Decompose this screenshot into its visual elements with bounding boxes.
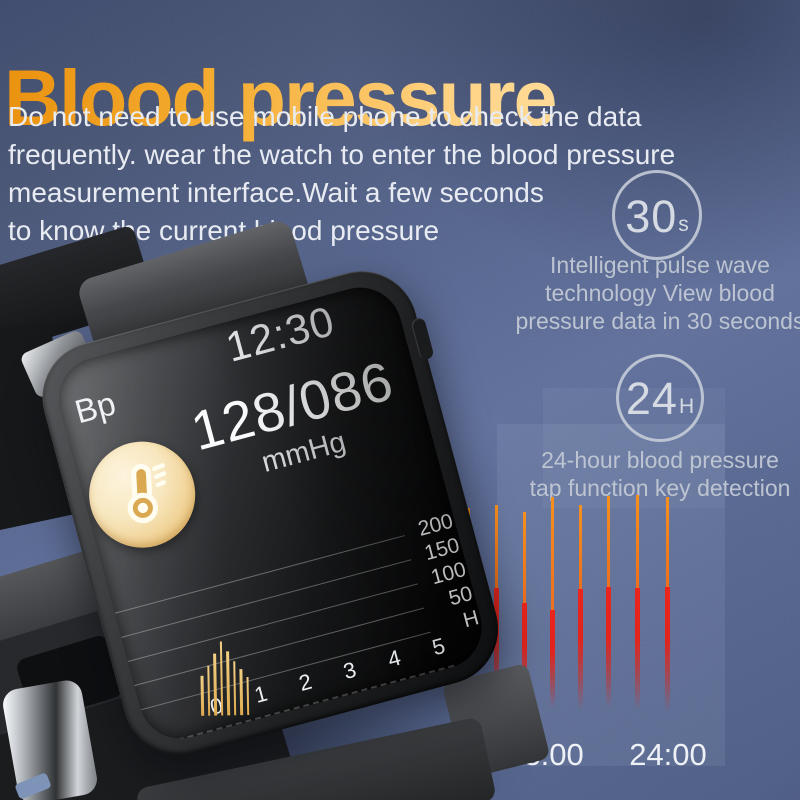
text-line: pressure data in 30 seconds <box>515 308 800 334</box>
pulse-bar <box>200 675 204 716</box>
watch-side-button <box>410 316 435 361</box>
badge-value: 24 <box>625 373 678 424</box>
feature-30s-caption: Intelligent pulse wave technology View bl… <box>500 251 800 335</box>
text-line: Do not need to use mobile phone to check… <box>8 101 642 132</box>
badge-value: 30 <box>625 191 678 242</box>
chart-x-tick: 1 <box>251 680 271 708</box>
pulse-mini-bars <box>200 625 252 716</box>
pulse-bar <box>239 669 243 716</box>
badge-unit: H <box>678 395 695 418</box>
text-line: Intelligent pulse wave <box>550 252 770 278</box>
pulse-bar <box>246 677 250 716</box>
bp-bar <box>665 497 670 712</box>
badge-24h-icon: 24 H <box>616 354 704 442</box>
chart-x-tick: 2 <box>296 668 315 696</box>
badge-unit: s <box>678 213 689 236</box>
chart-x-tick: 3 <box>340 656 359 685</box>
chart-x-tick: 4 <box>385 644 404 673</box>
pulse-bar <box>232 661 237 716</box>
text-line: frequently. wear the watch to enter the … <box>8 139 676 170</box>
bp-bar <box>606 496 611 708</box>
pulse-bar <box>213 653 217 716</box>
chart-gridline <box>114 535 405 614</box>
text-line: technology View blood <box>545 280 775 306</box>
pulse-bar <box>226 651 230 716</box>
bp-bar <box>578 505 583 710</box>
pulse-bar <box>219 641 224 716</box>
watch-mode-label: Bp <box>70 384 120 431</box>
bp-bar <box>550 497 555 708</box>
timeline-label-2400: 24:00 <box>629 737 707 772</box>
bp-bar <box>635 495 640 710</box>
pulse-bar <box>206 665 211 716</box>
badge-30s-icon: 30 s <box>612 170 702 260</box>
